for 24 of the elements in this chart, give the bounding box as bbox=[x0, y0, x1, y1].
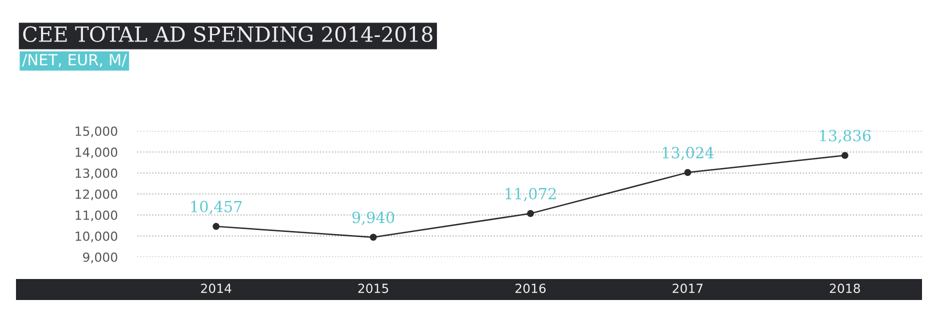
x-tick-label: 2018 bbox=[830, 284, 860, 294]
point bbox=[527, 210, 534, 217]
y-tick-label: 15,000 bbox=[76, 126, 118, 138]
point bbox=[212, 222, 220, 230]
point bbox=[841, 152, 848, 159]
data-label: 9,940 bbox=[352, 212, 394, 226]
x-tick-label: 2016 bbox=[516, 284, 546, 294]
y-tick-label: 13,000 bbox=[76, 168, 118, 180]
data-label: 13,024 bbox=[662, 146, 714, 160]
y-tick-label: 12,000 bbox=[76, 189, 118, 200]
chart-title: CEE TOTAL AD SPENDING 2014-2018 bbox=[23, 26, 432, 42]
point bbox=[370, 234, 377, 241]
data-label: 11,072 bbox=[506, 188, 556, 202]
x-tick-label: 2014 bbox=[201, 284, 232, 294]
chart-subtitle: /NET, EUR, M/ bbox=[22, 54, 127, 67]
data-label: 13,836 bbox=[820, 130, 871, 144]
x-tick-label: 2017 bbox=[672, 284, 703, 294]
y-tick-label: 11,000 bbox=[76, 210, 118, 222]
y-tick-label: 14,000 bbox=[76, 147, 118, 158]
point bbox=[684, 169, 692, 176]
data-label: 10,457 bbox=[191, 200, 242, 214]
x-tick-label: 2015 bbox=[358, 284, 388, 294]
y-tick-label: 9,000 bbox=[83, 252, 118, 264]
y-tick-label: 10,000 bbox=[76, 231, 118, 242]
